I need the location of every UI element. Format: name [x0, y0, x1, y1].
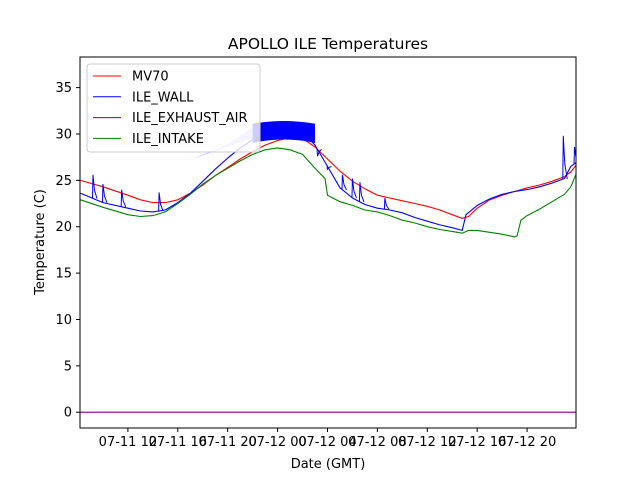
x-tick-label: 07-11 20 — [198, 435, 256, 450]
series-ile-wall — [80, 120, 576, 231]
y-tick-label: 30 — [55, 127, 72, 142]
series-spike — [351, 178, 357, 199]
legend-label: ILE_WALL — [132, 90, 194, 105]
y-tick-label: 25 — [55, 174, 72, 189]
x-tick-label: 07-11 12 — [99, 435, 157, 450]
x-tick-label: 07-12 12 — [398, 435, 456, 450]
legend-label: ILE_INTAKE — [132, 132, 204, 147]
series-spike — [101, 184, 108, 203]
legend-label: ILE_EXHAUST_AIR — [132, 111, 248, 126]
series-band — [252, 120, 316, 144]
y-tick-label: 20 — [55, 220, 72, 235]
series-spike — [341, 174, 347, 191]
series-spike — [91, 174, 98, 199]
series-spike — [573, 146, 576, 164]
y-tick-label: 5 — [64, 359, 72, 374]
x-tick-label: 07-11 16 — [149, 435, 207, 450]
series-layer — [80, 120, 576, 413]
series-spike — [562, 135, 568, 180]
y-tick-label: 0 — [64, 406, 72, 421]
legend-label: MV70 — [132, 70, 169, 85]
series-line-ile-wall — [80, 126, 576, 231]
y-tick-label: 10 — [55, 313, 72, 328]
legend-item-ile-intake: ILE_INTAKE — [93, 132, 204, 147]
series-ile-intake — [80, 147, 576, 238]
series-spike — [383, 197, 390, 210]
legend-item-ile-exhaust-air: ILE_EXHAUST_AIR — [93, 111, 248, 126]
x-tick-label: 07-12 16 — [448, 435, 506, 450]
x-tick-label: 07-12 00 — [248, 435, 306, 450]
legend-box — [86, 63, 261, 153]
x-tick-label: 07-12 04 — [298, 435, 356, 450]
y-axis: 0 5 10 15 20 25 30 35 — [55, 81, 80, 421]
series-spike — [316, 149, 322, 157]
series-line-ile-intake — [80, 147, 576, 238]
series-spike — [358, 182, 365, 203]
x-tick-label: 07-12 20 — [498, 435, 556, 450]
y-tick-label: 15 — [55, 267, 72, 282]
legend: MV70 ILE_WALL ILE_EXHAUST_AIR ILE_INTAKE — [86, 63, 261, 153]
x-tick-label: 07-12 08 — [348, 435, 406, 450]
series-spike — [326, 165, 332, 171]
y-axis-label: Temperature (C) — [33, 189, 48, 296]
chart-title: APOLLO ILE Temperatures — [228, 35, 428, 53]
legend-item-ile-wall: ILE_WALL — [93, 90, 194, 105]
y-tick-label: 35 — [55, 81, 72, 96]
x-axis-label: Date (GMT) — [291, 457, 366, 472]
series-spike — [158, 192, 164, 212]
legend-item-mv70: MV70 — [93, 70, 169, 85]
series-spike — [120, 189, 127, 207]
